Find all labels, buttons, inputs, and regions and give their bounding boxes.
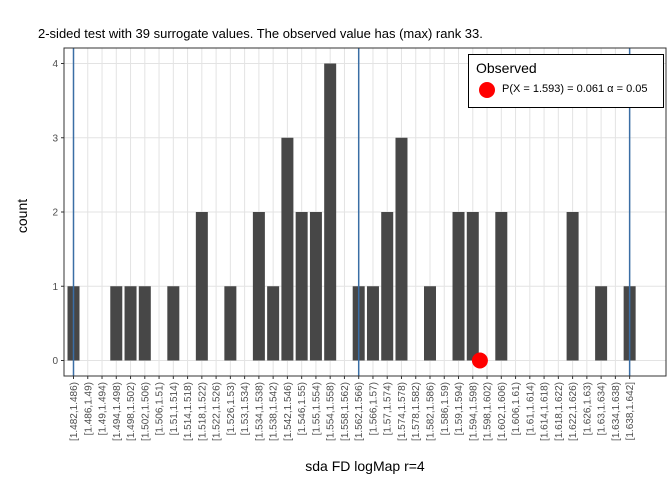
x-tick-label: [1.514,1.518)	[183, 382, 194, 441]
x-tick-label: [1.574,1.578)	[397, 382, 408, 441]
bar	[267, 286, 280, 361]
x-tick-label: [1.562,1.566)	[354, 382, 365, 441]
bar	[381, 212, 394, 361]
x-tick-label: [1.57,1.574)	[383, 382, 394, 435]
legend-label: P(X = 1.593) = 0.061 α = 0.05	[502, 83, 648, 95]
x-tick-label: [1.522,1.526)	[212, 382, 223, 441]
y-tick-labels: 0 1 2 3 4	[52, 59, 64, 367]
bar	[195, 212, 208, 361]
bar	[495, 212, 508, 361]
x-tick-label: [1.586,1.59)	[440, 382, 451, 435]
bar	[366, 286, 379, 361]
x-tick-label: [1.482,1.486)	[69, 382, 80, 441]
x-tick-label: [1.582,1.586)	[426, 382, 437, 441]
legend-key-marker	[479, 82, 495, 98]
x-tick-label: [1.602,1.606)	[497, 382, 508, 441]
bar	[566, 212, 579, 361]
bar	[224, 286, 237, 361]
bar	[167, 286, 180, 361]
x-tick-label: [1.614,1.618)	[540, 382, 551, 441]
x-tick-label: [1.638,1.642]	[625, 382, 636, 441]
legend-title: Observed	[476, 60, 537, 76]
y-tick-label: 3	[52, 133, 58, 144]
x-tick-label: [1.534,1.538)	[254, 382, 265, 441]
x-tick-label: [1.494,1.498)	[112, 382, 123, 441]
y-tick-label: 1	[52, 282, 58, 293]
x-tick-label: [1.51,1.514)	[169, 382, 180, 435]
x-tick-label: [1.506,1.51)	[155, 382, 166, 435]
x-tick-label: [1.618,1.622)	[554, 382, 565, 441]
chart-title: 2-sided test with 39 surrogate values. T…	[38, 26, 483, 41]
observed-point	[471, 352, 488, 369]
bar	[252, 212, 265, 361]
x-tick-label: [1.538,1.542)	[269, 382, 280, 441]
x-tick-label: [1.634,1.638)	[611, 382, 622, 441]
bar	[110, 286, 123, 361]
x-tick-label: [1.606,1.61)	[511, 382, 522, 435]
x-tick-label: [1.63,1.634)	[597, 382, 608, 435]
bar	[395, 137, 408, 361]
x-tick-label: [1.558,1.562)	[340, 382, 351, 441]
x-tick-label: [1.518,1.522)	[197, 382, 208, 441]
x-tick-label: [1.626,1.63)	[582, 382, 593, 435]
x-tick-label: [1.486,1.49)	[83, 382, 94, 435]
bar	[281, 137, 294, 361]
x-tick-label: [1.53,1.534)	[240, 382, 251, 435]
x-tick-label: [1.59,1.594)	[454, 382, 465, 435]
x-tick-labels: [1.482,1.486) [1.486,1.49) [1.49,1.494) [1.…	[69, 376, 636, 441]
x-tick-label: [1.542,1.546)	[283, 382, 294, 441]
observed-marker	[471, 352, 488, 369]
bar	[124, 286, 137, 361]
y-tick-label: 4	[52, 59, 58, 70]
x-tick-label: [1.622,1.626)	[568, 382, 579, 441]
x-axis-label: sda FD logMap r=4	[305, 458, 425, 474]
x-tick-label: [1.546,1.55)	[297, 382, 308, 435]
x-tick-label: [1.598,1.602)	[483, 382, 494, 441]
x-tick-label: [1.594,1.598)	[468, 382, 479, 441]
x-tick-label: [1.49,1.494)	[98, 382, 109, 435]
bar	[324, 63, 337, 361]
x-tick-label: [1.578,1.582)	[411, 382, 422, 441]
bar	[595, 286, 608, 361]
bar	[466, 212, 479, 361]
x-tick-label: [1.61,1.614)	[525, 382, 536, 435]
x-tick-label: [1.502,1.506)	[140, 382, 151, 441]
bar	[452, 212, 465, 361]
bar	[309, 212, 322, 361]
bar	[295, 212, 308, 361]
legend: Observed P(X = 1.593) = 0.061 α = 0.05	[468, 54, 664, 108]
x-tick-label: [1.554,1.558)	[326, 382, 337, 441]
bar	[424, 286, 436, 361]
y-tick-label: 0	[52, 356, 58, 367]
x-tick-label: [1.498,1.502)	[126, 382, 137, 441]
x-tick-label: [1.526,1.53)	[226, 382, 237, 435]
bar	[138, 286, 151, 361]
y-tick-label: 2	[52, 208, 58, 219]
x-tick-label: [1.566,1.57)	[368, 382, 379, 435]
y-axis-label: count	[14, 198, 30, 234]
x-tick-label: [1.55,1.554)	[311, 382, 322, 435]
